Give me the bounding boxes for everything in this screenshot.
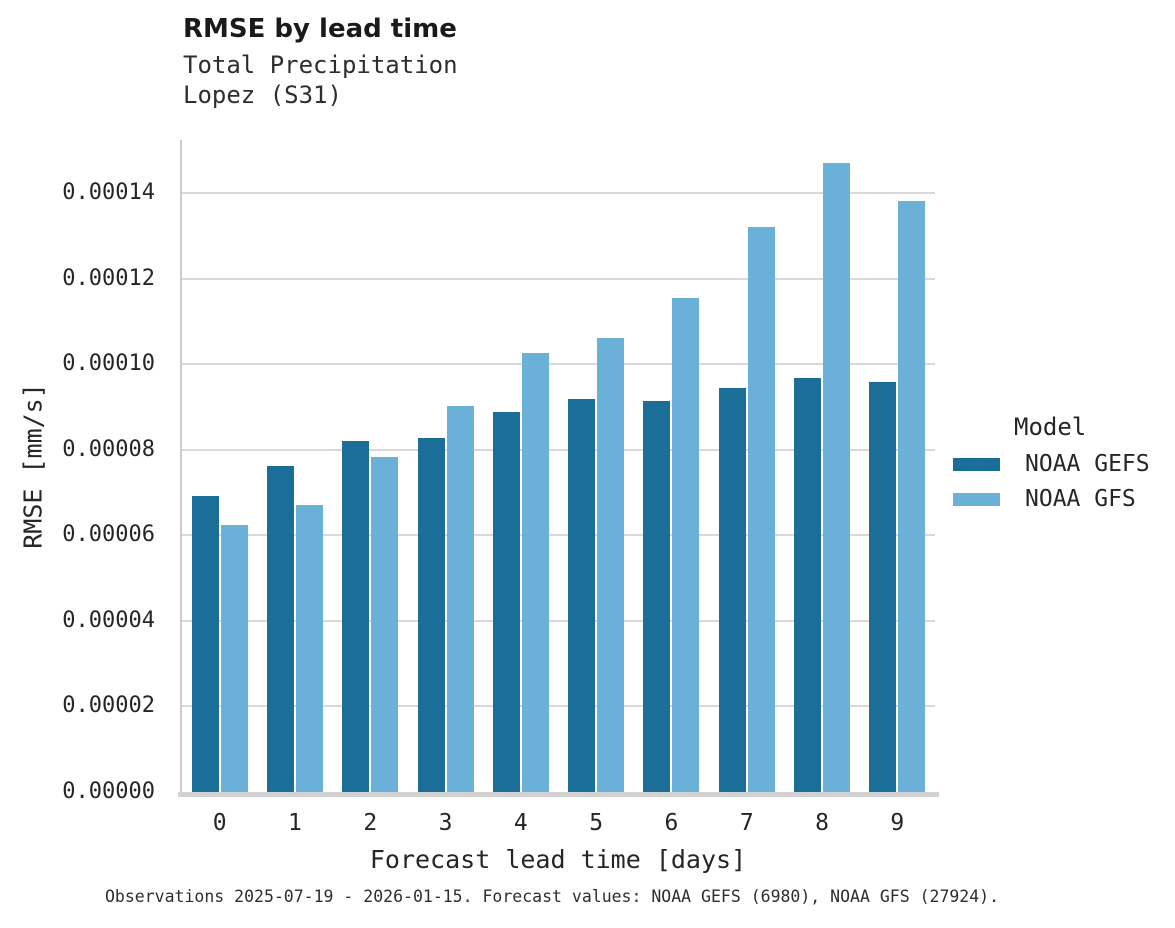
bar-noaa-gefs-day-3 — [417, 438, 445, 792]
bar-noaa-gfs-day-3 — [446, 406, 474, 792]
x-tick-label: 3 — [438, 810, 453, 836]
chart-subtitle: Total Precipitation Lopez (S31) — [183, 50, 458, 110]
legend-entries: NOAA GEFS NOAA GFS — [953, 451, 1150, 512]
x-tick-label: 9 — [890, 810, 905, 836]
footer-caption: Observations 2025-07-19 - 2026-01-15. Fo… — [105, 887, 1000, 906]
y-tick-label: 0.00008 — [62, 436, 155, 462]
gridline — [182, 277, 935, 280]
bar-noaa-gfs-day-6 — [672, 298, 700, 792]
gridline — [182, 619, 935, 622]
bar-noaa-gefs-day-9 — [869, 382, 897, 792]
x-tick-label: 2 — [363, 810, 378, 836]
bar-noaa-gefs-day-5 — [568, 399, 596, 792]
bar-noaa-gfs-day-7 — [747, 227, 775, 792]
legend-row: NOAA GEFS — [953, 451, 1150, 477]
y-tick-label: 0.00010 — [62, 351, 155, 377]
chart-title: RMSE by lead time — [183, 14, 457, 44]
x-tick-label: 1 — [288, 810, 302, 836]
bar-noaa-gfs-day-0 — [220, 525, 248, 792]
legend-swatch-noaa-gfs — [953, 492, 1000, 506]
subtitle-line-1: Total Precipitation — [183, 51, 458, 79]
x-axis-title: Forecast lead time [days] — [369, 845, 747, 874]
bar-noaa-gefs-day-2 — [342, 441, 370, 792]
legend-swatch-noaa-gefs — [953, 457, 1000, 471]
bar-noaa-gefs-day-1 — [266, 466, 294, 792]
y-tick-label: 0.00002 — [62, 693, 155, 719]
bar-noaa-gefs-day-4 — [492, 412, 520, 792]
plot-area: 0.00000 0.00002 0.00004 0.00006 0.00008 0.000… — [62, 140, 939, 836]
y-tick-label: 0.00014 — [62, 180, 155, 206]
subtitle-line-2: Lopez (S31) — [183, 81, 342, 109]
legend-title: Model — [1014, 413, 1087, 441]
y-tick-label: 0.00004 — [62, 607, 155, 633]
legend: Model NOAA GEFS NOAA GFS — [953, 414, 1150, 522]
y-tick-label: 0.00000 — [62, 779, 155, 804]
bar-noaa-gfs-day-9 — [898, 201, 926, 792]
bar-noaa-gfs-day-1 — [295, 505, 323, 792]
y-axis-spine — [180, 140, 182, 792]
bar-noaa-gefs-day-6 — [643, 401, 671, 792]
bar-noaa-gefs-day-7 — [718, 388, 746, 792]
gridline — [182, 448, 935, 451]
x-tick-label: 4 — [513, 810, 528, 836]
bar-noaa-gfs-day-2 — [371, 457, 399, 792]
x-axis-line — [178, 792, 939, 797]
bar-noaa-gfs-day-4 — [521, 353, 549, 792]
x-tick-label: 0 — [212, 810, 227, 836]
bar-noaa-gefs-day-0 — [191, 496, 219, 792]
gridline — [182, 192, 935, 195]
x-tick-label: 5 — [589, 810, 604, 836]
y-tick-label: 0.00012 — [62, 265, 155, 291]
x-tick-label: 8 — [815, 810, 829, 836]
bar-noaa-gefs-day-8 — [794, 378, 822, 792]
gridline — [182, 705, 935, 708]
x-tick-label: 7 — [739, 810, 754, 836]
gridline — [182, 534, 935, 537]
y-tick-label: 0.00006 — [62, 522, 155, 548]
legend-entry-label: NOAA GEFS — [1025, 451, 1150, 477]
legend-entry-label: NOAA GFS — [1025, 486, 1136, 512]
legend-row: NOAA GFS — [953, 486, 1150, 512]
x-tick-label: 6 — [664, 810, 679, 836]
bar-noaa-gfs-day-8 — [823, 163, 851, 792]
gridline — [182, 363, 935, 366]
bar-noaa-gfs-day-5 — [597, 338, 625, 792]
